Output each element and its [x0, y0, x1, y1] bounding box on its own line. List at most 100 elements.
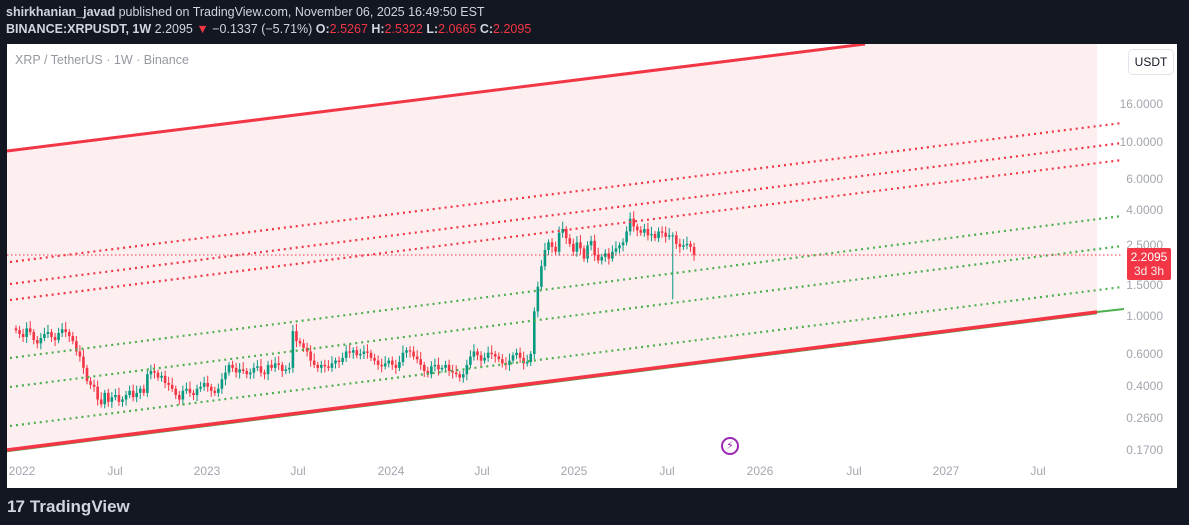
candle-body	[515, 352, 518, 356]
candle-body	[185, 388, 188, 391]
time-scale-tick: 2023	[193, 464, 221, 478]
candle-body	[138, 388, 142, 393]
chart-title: XRP / TetherUS · 1W · Binance	[15, 53, 189, 67]
candle-body	[678, 243, 682, 247]
candle-body	[312, 360, 316, 365]
candle-body	[618, 245, 621, 249]
candle-body	[586, 245, 589, 259]
candle-body	[529, 353, 533, 362]
candle-body	[632, 218, 635, 227]
candle-body	[650, 234, 653, 236]
candle-body	[653, 234, 657, 239]
candle-body	[447, 364, 451, 371]
candle-body	[689, 243, 692, 247]
candle-body	[249, 372, 252, 375]
candle-body	[430, 366, 433, 375]
candle-body	[391, 360, 394, 365]
candle-body	[174, 388, 178, 396]
candle-body	[92, 384, 96, 387]
candle-body	[639, 230, 643, 233]
currency-button[interactable]: USDT	[1128, 49, 1174, 75]
candle-body	[298, 341, 302, 344]
candle-body	[511, 355, 515, 361]
candle-body	[291, 331, 295, 368]
candle-body	[181, 390, 185, 400]
candle-body	[21, 333, 25, 337]
candle-body	[362, 351, 366, 354]
tradingview-logo-icon: 17	[7, 497, 25, 516]
candle-body	[67, 332, 71, 336]
candle-body	[568, 238, 572, 244]
candle-body	[217, 388, 220, 393]
candle-body	[657, 231, 660, 239]
candle-body	[75, 341, 78, 352]
price-change: −0.1337 (−5.71%)	[212, 22, 313, 36]
candle-body	[32, 332, 36, 341]
candle-body	[440, 367, 444, 370]
candle-body	[14, 328, 18, 331]
candle-body	[288, 367, 291, 370]
candle-body	[454, 372, 458, 375]
candle-body	[401, 352, 405, 362]
candle-body	[316, 364, 320, 368]
candle-body	[660, 231, 664, 233]
time-scale-tick: Jul	[290, 464, 306, 478]
open-label: O:	[315, 22, 330, 36]
candle-body	[437, 364, 440, 370]
candle-body	[238, 369, 241, 373]
candle-body	[383, 363, 387, 367]
candle-body	[142, 388, 146, 393]
time-scale-tick: Jul	[846, 464, 862, 478]
candle-body	[309, 351, 312, 361]
channel-lower-line	[7, 310, 1098, 452]
candle-body	[305, 347, 309, 352]
candle-body	[426, 370, 430, 375]
resistance-dotted-line	[9, 158, 1123, 302]
candle-body	[614, 248, 618, 252]
low-value: 2.0665	[438, 22, 477, 36]
open-value: 2.5267	[329, 22, 368, 36]
price-chart-canvas[interactable]	[7, 44, 1177, 488]
candle-body	[671, 235, 675, 237]
price-scale-tick: 0.4000	[1126, 379, 1163, 393]
price-scale-tick: 0.6000	[1126, 347, 1163, 361]
candle-body	[675, 235, 678, 244]
chart-pane[interactable]: XRP / TetherUS · 1W · Binance USDT 16.00…	[7, 44, 1177, 488]
candle-body	[71, 335, 75, 342]
resistance-dotted-line	[9, 141, 1123, 286]
candle-body	[96, 386, 99, 400]
high-label: H:	[371, 22, 385, 36]
candle-body	[263, 372, 266, 375]
candle-body	[146, 374, 149, 393]
candle-body	[82, 356, 85, 368]
support-dotted-line	[9, 285, 1123, 428]
bar-countdown: 3d 3h	[1133, 264, 1165, 278]
candle-body	[604, 253, 607, 257]
channel-lower-extension	[1096, 308, 1125, 313]
candle-body	[412, 351, 415, 357]
candle-body	[256, 366, 259, 368]
candle-body	[369, 352, 373, 358]
candle-body	[103, 392, 107, 405]
candle-body	[469, 356, 472, 365]
candle-body	[245, 370, 249, 375]
candle-body	[341, 357, 344, 362]
candle-body	[589, 240, 593, 246]
candle-body	[628, 218, 632, 232]
candle-body	[476, 351, 479, 356]
candle-body	[110, 397, 114, 402]
candle-body	[284, 369, 288, 371]
candle-body	[241, 369, 245, 371]
candle-body	[323, 364, 327, 367]
time-scale-tick: Jul	[107, 464, 123, 478]
candle-body	[344, 351, 348, 358]
candle-body	[302, 343, 305, 348]
candle-body	[57, 333, 60, 341]
candle-body	[557, 232, 561, 252]
lightning-icon[interactable]: ⚡	[721, 437, 739, 455]
candle-body	[36, 340, 39, 344]
candle-body	[46, 332, 50, 334]
author-name[interactable]: shirkhanian_javad	[6, 5, 116, 19]
candle-body	[643, 228, 646, 233]
candle-body	[692, 246, 696, 255]
